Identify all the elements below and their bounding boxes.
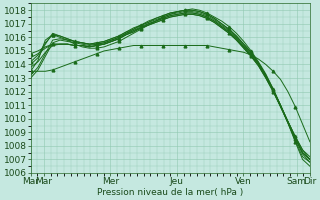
X-axis label: Pression niveau de la mer( hPa ): Pression niveau de la mer( hPa ): [97, 188, 244, 197]
